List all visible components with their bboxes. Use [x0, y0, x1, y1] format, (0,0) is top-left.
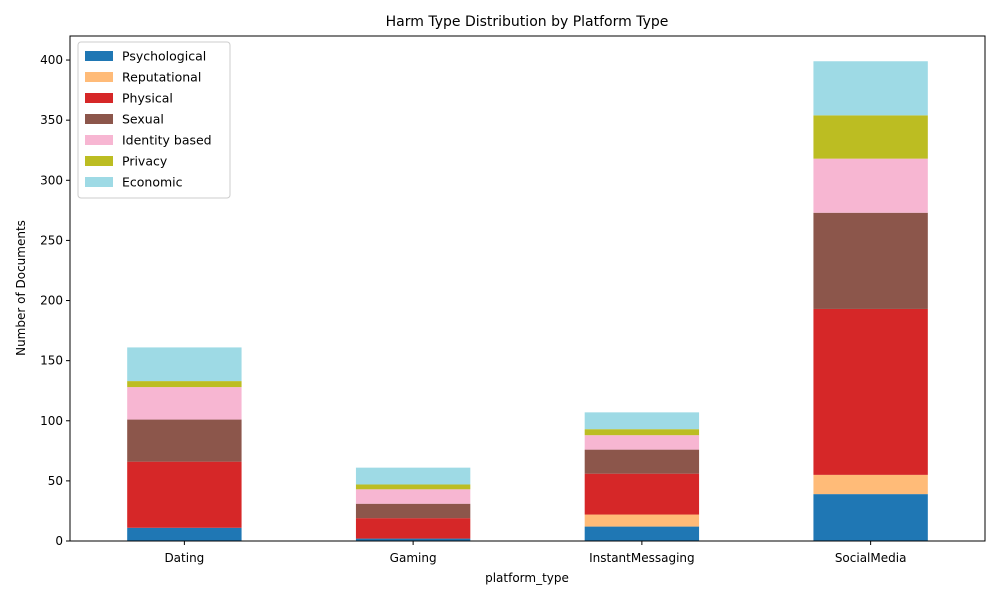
bars-layer [127, 61, 928, 541]
y-tick-label: 400 [40, 53, 63, 67]
bar-identity-based-dating [127, 387, 242, 420]
legend-label: Sexual [122, 112, 164, 127]
bar-psychological-socialmedia [813, 494, 928, 541]
bar-physical-dating [127, 461, 242, 528]
x-axis-label: platform_type [485, 571, 569, 585]
bar-psychological-instantmessaging [584, 526, 700, 541]
legend-swatch [85, 135, 113, 145]
y-tick-label: 100 [40, 414, 63, 428]
bar-identity-based-instantmessaging [584, 435, 700, 450]
y-tick-label: 50 [48, 474, 63, 488]
bar-economic-instantmessaging [584, 412, 700, 430]
bar-reputational-instantmessaging [584, 514, 700, 527]
y-tick-label: 350 [40, 113, 63, 127]
y-tick-label: 250 [40, 233, 63, 247]
legend-label: Reputational [122, 70, 201, 85]
y-tick-label: 0 [55, 534, 63, 548]
x-tick-label: Dating [164, 551, 204, 565]
bar-identity-based-gaming [355, 489, 471, 504]
bar-sexual-instantmessaging [584, 449, 700, 474]
legend-swatch [85, 177, 113, 187]
bar-reputational-socialmedia [813, 474, 928, 495]
bar-privacy-instantmessaging [584, 429, 700, 436]
bar-sexual-gaming [355, 503, 471, 519]
legend-swatch [85, 51, 113, 61]
bar-economic-gaming [355, 467, 471, 485]
y-tick-label: 150 [40, 354, 63, 368]
x-tick-label: InstantMessaging [589, 551, 695, 565]
bar-physical-socialmedia [813, 308, 928, 475]
legend-label: Physical [122, 91, 173, 106]
x-tick-label: SocialMedia [835, 551, 907, 565]
x-axis: Dating Gaming InstantMessaging SocialMedia [164, 541, 906, 565]
legend-swatch [85, 114, 113, 124]
legend: Psychological Reputational Physical Sexual I… [77, 41, 231, 199]
legend-label: Psychological [122, 49, 206, 64]
legend-swatch [85, 72, 113, 82]
bar-identity-based-socialmedia [813, 158, 928, 213]
chart-title: Harm Type Distribution by Platform Type [386, 14, 669, 30]
bar-psychological-dating [127, 527, 242, 541]
bar-privacy-gaming [355, 484, 471, 490]
bar-privacy-dating [127, 381, 242, 388]
bar-physical-instantmessaging [584, 473, 700, 515]
plot-frame [69, 35, 986, 542]
y-tick-label: 300 [40, 173, 63, 187]
legend-frame [77, 41, 231, 199]
legend-swatch [85, 93, 113, 103]
y-axis: 0 50 100 150 200 250 300 350 400 [40, 53, 70, 548]
legend-label: Identity based [122, 133, 212, 148]
bar-economic-socialmedia [813, 61, 928, 116]
bar-sexual-socialmedia [813, 212, 928, 309]
x-tick-label: Gaming [390, 551, 437, 565]
bar-economic-dating [127, 347, 242, 382]
bar-psychological-gaming [355, 538, 471, 541]
legend-label: Privacy [122, 154, 168, 169]
bar-physical-gaming [355, 518, 471, 539]
legend-swatch [85, 156, 113, 166]
bar-sexual-dating [127, 419, 242, 462]
y-axis-label: Number of Documents [14, 220, 28, 356]
bar-privacy-socialmedia [813, 115, 928, 159]
y-tick-label: 200 [40, 294, 63, 308]
legend-label: Economic [122, 175, 183, 190]
